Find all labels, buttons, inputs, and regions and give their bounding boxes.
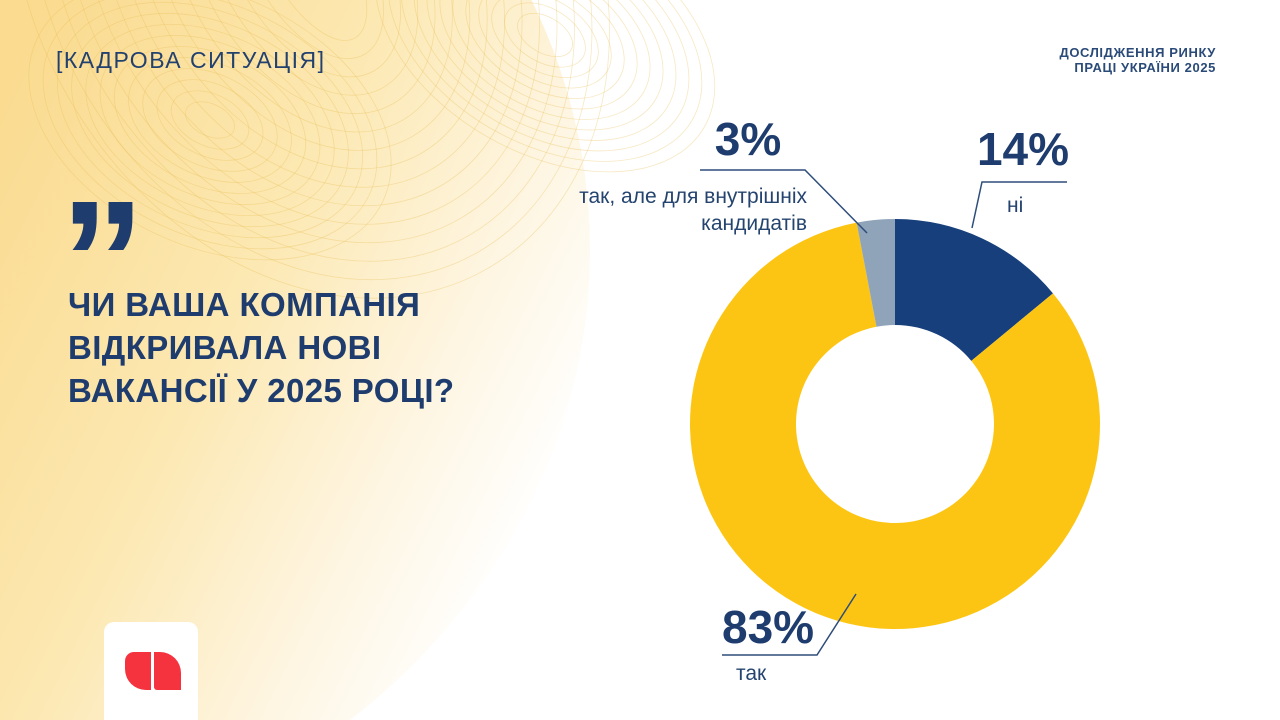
decor-ellipse: [413, 0, 677, 141]
question-line2: ВІДКРИВАЛА НОВІ: [68, 329, 382, 366]
decor-ellipse: [452, 0, 638, 110]
decor-ellipse: [374, 0, 716, 173]
quote-mark-icon: ”: [60, 166, 145, 356]
decor-ellipse: [149, 0, 471, 151]
decor-ellipse: [201, 0, 419, 96]
decor-ellipse: [42, 0, 378, 250]
decor-ellipse: [142, 68, 278, 172]
decor-ellipse: [236, 0, 384, 60]
decor-ellipse: [128, 57, 292, 183]
decor-ellipse: [400, 0, 690, 152]
decor-ellipse: [113, 46, 307, 194]
decor-ellipse: [426, 0, 664, 131]
yellow-blob: [0, 0, 590, 720]
callout-label-internal-line2: кандидатів: [701, 212, 807, 235]
decor-ellipse: [219, 0, 401, 78]
decor-ellipse: [170, 90, 250, 150]
robota-logo-icon: [125, 652, 181, 690]
donut-segment-ni: [895, 219, 1053, 361]
decor-ellipse: [45, 0, 575, 262]
question-title: ЧИ ВАША КОМПАНІЯ ВІДКРИВАЛА НОВІ ВАКАНСІ…: [68, 283, 454, 412]
logo-card: [104, 622, 198, 720]
donut-chart: [690, 219, 1101, 629]
callout-label-internal-line1: так, але для внутрішніх: [579, 185, 807, 208]
decor-ellipse: [184, 0, 436, 114]
slide-tag: [КАДРОВА СИТУАЦІЯ]: [56, 47, 326, 73]
decor-ellipse: [252, 0, 368, 41]
decor-ellipse: [478, 0, 612, 89]
decor-ellipse: [80, 0, 540, 225]
research-source: ДОСЛІДЖЕННЯ РИНКУ ПРАЦІ УКРАЇНИ 2025: [1059, 45, 1216, 75]
donut-segment-tak: [690, 222, 1101, 629]
question-line1: ЧИ ВАША КОМПАНІЯ: [68, 286, 421, 323]
callout-label-no: ні: [1007, 194, 1024, 217]
callout-value-3pct: 3%: [714, 113, 782, 165]
decor-ellipse: [185, 101, 235, 139]
decor-ellipse: [156, 79, 264, 161]
decor-ellipse: [114, 0, 506, 188]
decor-ellipse: [132, 0, 488, 170]
callout-label-yes: так: [736, 662, 767, 685]
research-source-line1: ДОСЛІДЖЕННЯ РИНКУ: [1059, 45, 1216, 60]
callout-value-83pct: 83%: [722, 601, 815, 653]
decor-ellipse: [439, 0, 651, 120]
decor-ellipse: [167, 0, 453, 133]
decor-ellipse: [10, 0, 610, 299]
decor-ellipse: [99, 35, 321, 205]
decor-ellipse: [465, 0, 625, 99]
decor-ellipse: [62, 0, 558, 244]
decor-ellipse: [491, 0, 599, 78]
decor-ellipse: [97, 0, 523, 207]
decor-ellipse: [56, 1, 364, 239]
question-line3: ВАКАНСІЇ У 2025 РОЦІ?: [68, 372, 455, 409]
decor-ellipse: [517, 12, 573, 58]
callout-value-14pct: 14%: [976, 123, 1070, 175]
decor-ellipse: [85, 23, 335, 217]
logo-left-shape: [125, 652, 151, 690]
decor-ellipse: [71, 12, 349, 228]
logo-right-shape: [154, 652, 181, 690]
research-source-line2: ПРАЦІ УКРАЇНИ 2025: [1074, 60, 1216, 75]
decor-ellipse: [387, 0, 703, 162]
donut-segment-tak-internal: [856, 219, 895, 327]
callout-label-internal-candidates: так, але для внутрішніх кандидатів: [579, 183, 807, 237]
decor-ellipse: [504, 2, 586, 68]
guilloche-lines: [10, 0, 716, 299]
decor-ellipse: [27, 0, 593, 281]
decor-ellipse: [28, 0, 392, 261]
